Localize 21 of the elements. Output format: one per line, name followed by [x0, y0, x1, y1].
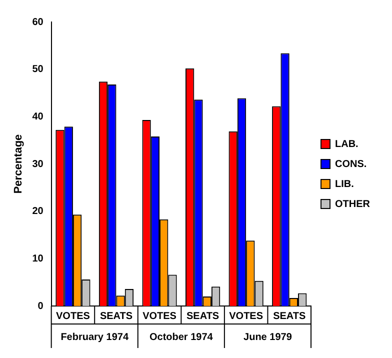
legend-label: CONS.: [335, 158, 367, 170]
legend-label: LAB.: [335, 138, 359, 150]
y-tick-label: 50: [32, 64, 44, 76]
x-tick-label: SEATS: [273, 310, 306, 322]
y-tick-label: 60: [32, 16, 44, 28]
x-tick-label: VOTES: [142, 310, 177, 322]
y-tick-label: 20: [32, 206, 44, 218]
text: June 1979: [244, 332, 292, 343]
y-tick-label: 30: [32, 158, 44, 170]
x-tick-label: SEATS: [186, 310, 220, 322]
text: October 1974: [149, 332, 214, 343]
legend-label: OTHER: [335, 198, 371, 210]
y-tick-label: 40: [32, 111, 44, 122]
x-tick-label: SEATS: [100, 310, 133, 322]
y-tick-label: 0: [38, 300, 44, 312]
legend-label: LIB.: [335, 178, 354, 190]
y-tick-label: 10: [32, 253, 44, 264]
text: February 1974: [60, 332, 129, 343]
x-tick-label: VOTES: [229, 310, 264, 322]
y-axis-title: Percentage: [12, 134, 25, 194]
x-tick-label: VOTES: [56, 310, 90, 322]
